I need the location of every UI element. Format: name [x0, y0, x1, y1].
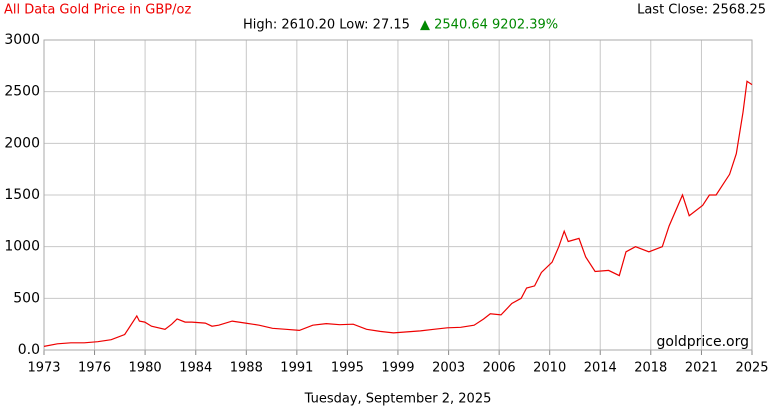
change: ▲ 2540.64 9202.39%: [420, 18, 558, 33]
x-tick-label: 2003: [432, 361, 465, 376]
x-tick-label: 1988: [230, 361, 263, 376]
high-low: High: 2610.20 Low: 27.15: [243, 18, 410, 33]
y-tick-label: 0.0: [18, 342, 40, 358]
x-tick-label: 1980: [129, 361, 162, 376]
last-close: Last Close: 2568.25: [637, 3, 766, 18]
y-tick-label: 2000: [4, 135, 40, 151]
x-tick-label: 2021: [685, 361, 718, 376]
price-line: [43, 80, 753, 347]
x-tick-label: 2010: [533, 361, 566, 376]
y-tick-label: 500: [13, 290, 40, 306]
source: goldprice.org: [657, 334, 749, 350]
x-tick-label: 2014: [584, 361, 617, 376]
date: Tuesday, September 2, 2025: [304, 392, 492, 407]
x-tick-label: 1999: [381, 361, 414, 376]
x-tick-label: 2006: [483, 361, 516, 376]
y-tick-label: 3000: [4, 32, 40, 48]
y-tick-label: 2500: [4, 84, 40, 100]
x-tick-label: 1991: [280, 361, 313, 376]
x-tick-label: 1973: [27, 361, 60, 376]
x-tick-label: 2025: [735, 361, 768, 376]
x-tick-label: 1976: [78, 361, 111, 376]
x-tick-label: 1984: [179, 361, 212, 376]
chart-title: All Data Gold Price in GBP/oz: [4, 3, 191, 18]
plot-frame: [43, 39, 753, 351]
y-tick-label: 1000: [4, 239, 40, 255]
x-tick-label: 2018: [634, 361, 667, 376]
x-tick-label: 1995: [331, 361, 364, 376]
y-tick-label: 1500: [4, 187, 40, 203]
